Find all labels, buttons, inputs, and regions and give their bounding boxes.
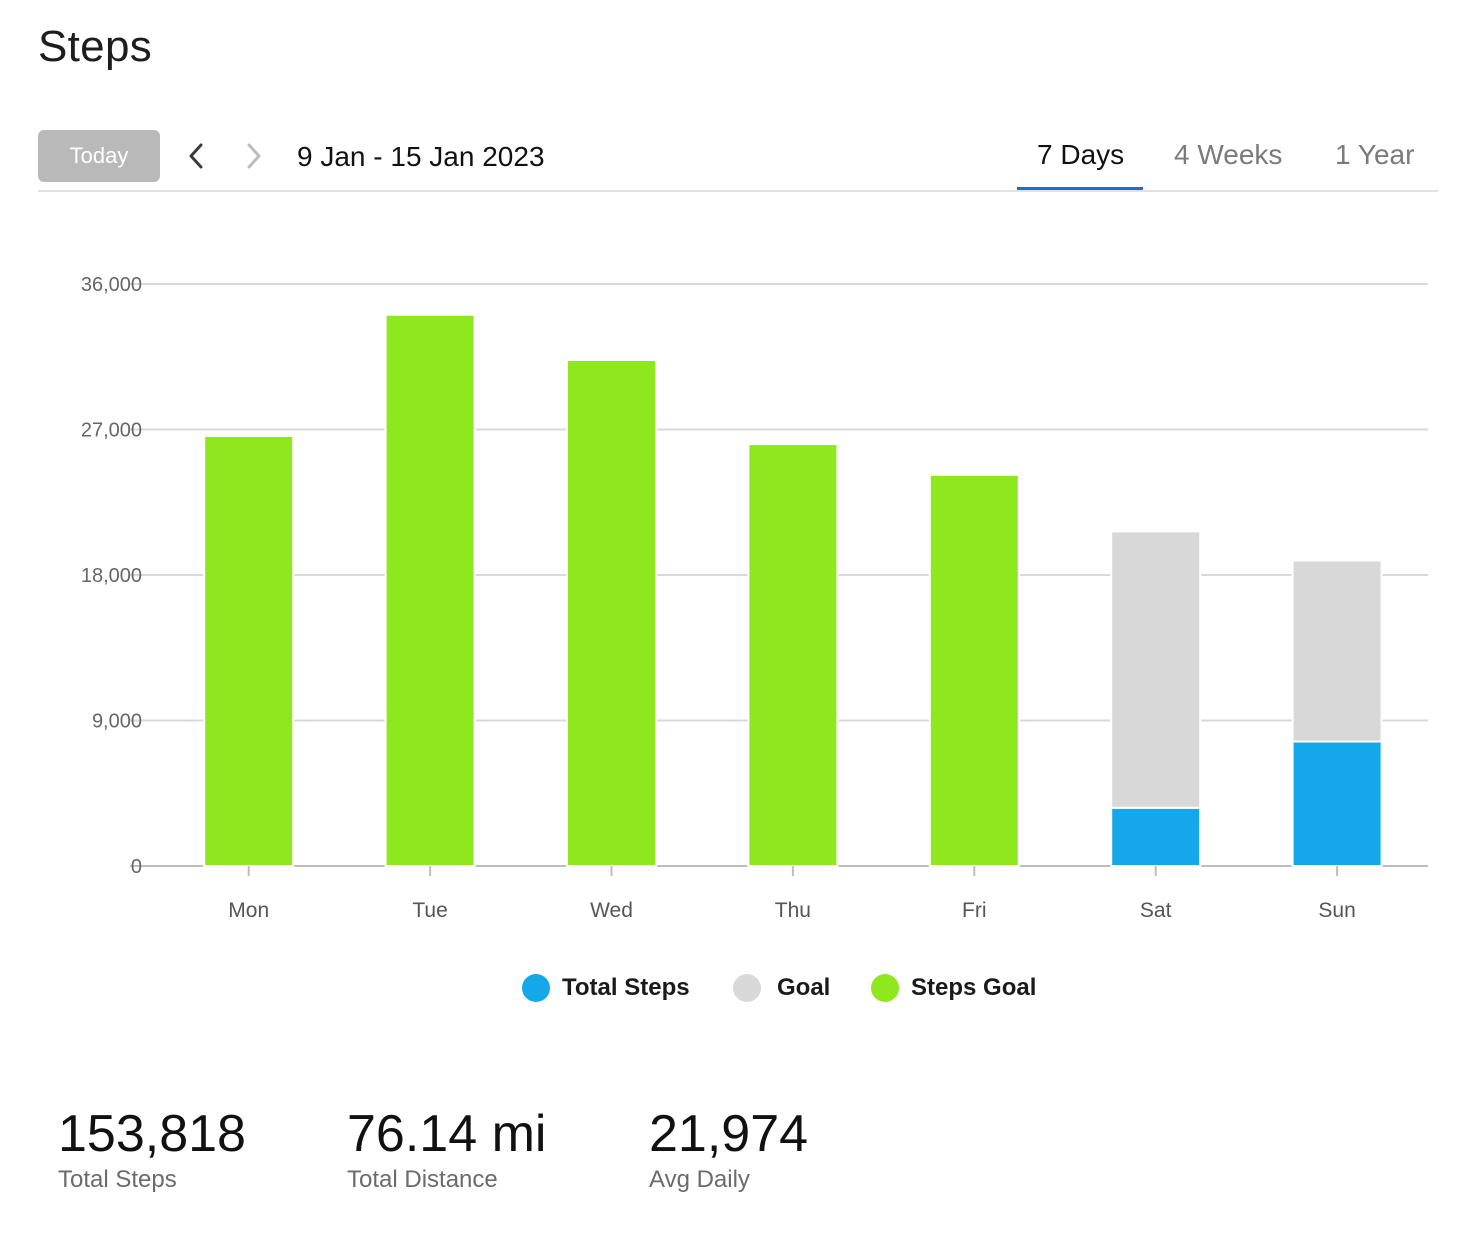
x-tick-label: Mon	[228, 899, 269, 922]
legend-label-total-steps: Total Steps	[562, 974, 690, 1001]
bar-steps-goal-tue	[384, 313, 476, 867]
chevron-right-icon[interactable]	[238, 138, 270, 174]
legend-swatch-total-steps	[522, 974, 550, 1002]
toolbar-divider	[38, 190, 1438, 192]
tab-4-weeks[interactable]: 4 Weeks	[1174, 139, 1283, 170]
stat-value: 76.14 mi	[347, 1105, 547, 1163]
x-tick-label: Thu	[775, 899, 811, 922]
date-toolbar: Today 9 Jan - 15 Jan 2023 7 Days 4 Weeks…	[38, 130, 1438, 192]
steps-bar-chart: 0 9,000 18,000 27,000 36,000 Mon Tue Wed Thu Fri S…	[81, 274, 1428, 922]
x-tick-label: Tue	[412, 899, 447, 922]
stat-total-steps: 153,818 Total Steps	[58, 1108, 246, 1194]
tab-7-days[interactable]: 7 Days	[1037, 139, 1125, 170]
stat-avg-daily: 21,974 Avg Daily	[649, 1108, 808, 1194]
active-tab-indicator	[1017, 187, 1143, 191]
stat-label: Total Steps	[58, 1166, 177, 1193]
legend-item-steps-goal[interactable]: Steps Goal	[871, 968, 1036, 1008]
stat-value: 21,974	[649, 1105, 809, 1163]
stat-value: 153,818	[58, 1105, 246, 1163]
y-tick-label: 27,000	[81, 420, 142, 442]
bar-total-steps-sat	[1110, 806, 1202, 867]
date-range-label: 9 Jan - 15 Jan 2023	[297, 141, 545, 172]
bar-steps-goal-thu	[747, 443, 839, 867]
bar-steps-goal-mon	[203, 434, 295, 867]
x-tick-label: Wed	[590, 899, 633, 922]
chevron-left-icon[interactable]	[180, 138, 212, 174]
bar-steps-goal-fri	[928, 473, 1020, 867]
page-title: Steps	[38, 22, 153, 71]
x-tick-label: Fri	[962, 899, 987, 922]
chart-legend: Total Steps Goal Steps Goal	[0, 968, 1472, 1008]
tab-1-year[interactable]: 1 Year	[1335, 139, 1415, 170]
stat-label: Total Distance	[347, 1166, 498, 1193]
x-tick-label: Sat	[1140, 899, 1172, 922]
y-tick-label: 0	[131, 856, 142, 878]
stat-total-distance: 76.14 mi Total Distance	[347, 1108, 546, 1194]
bar-goal-sat	[1110, 530, 1202, 809]
today-button[interactable]: Today	[38, 130, 160, 182]
legend-item-total-steps[interactable]: Total Steps	[522, 968, 690, 1008]
y-tick-label: 36,000	[81, 274, 142, 296]
y-tick-label: 9,000	[92, 711, 142, 733]
x-tick-label: Sun	[1318, 899, 1355, 922]
legend-label-steps-goal: Steps Goal	[911, 974, 1037, 1001]
legend-swatch-goal	[733, 974, 761, 1002]
bar-goal-sun	[1291, 559, 1383, 743]
legend-swatch-steps-goal	[871, 974, 899, 1002]
stat-label: Avg Daily	[649, 1166, 750, 1193]
legend-item-goal[interactable]: Goal	[733, 968, 830, 1008]
bar-steps-goal-wed	[566, 358, 657, 867]
legend-label-goal: Goal	[777, 974, 831, 1001]
y-tick-label: 18,000	[81, 565, 142, 587]
bar-total-steps-sun	[1291, 740, 1383, 867]
